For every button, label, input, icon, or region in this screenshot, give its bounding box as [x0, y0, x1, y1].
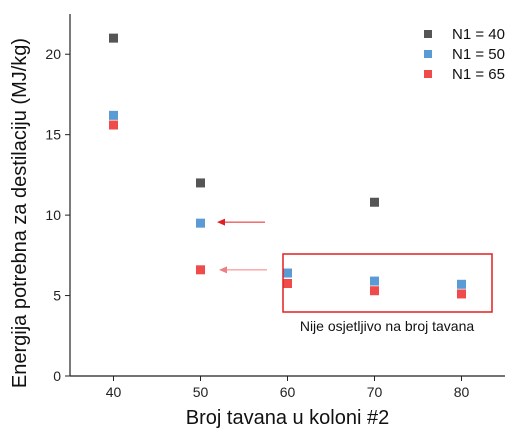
annotation-text: Nije osjetljivo na broj tavana: [300, 318, 475, 334]
arrow-upper-head: [217, 218, 225, 226]
annotation-group: Nije osjetljivo na broj tavana: [217, 218, 493, 334]
data-point-series-2: [457, 279, 466, 289]
data-point-series-2: [196, 218, 205, 228]
data-point-series-2: [283, 268, 292, 278]
legend: N1 = 40 N1 = 50 N1 = 65: [424, 26, 505, 83]
data-point-series-3: [283, 278, 292, 288]
legend-marker-3: [424, 70, 432, 78]
data-points: [109, 33, 466, 299]
data-point-series-2: [109, 110, 118, 120]
x-axis-title: Broj tavana u koloni #2: [186, 407, 389, 429]
arrow-lower-head: [219, 266, 227, 274]
x-tick-label: 50: [193, 384, 209, 400]
legend-label-3: N1 = 65: [452, 66, 505, 83]
data-point-series-2: [370, 276, 379, 286]
y-tick-label: 0: [53, 368, 61, 384]
x-tick-label: 70: [367, 384, 383, 400]
x-tick-label: 80: [454, 384, 470, 400]
data-point-series-1: [370, 197, 379, 207]
annotation-box: [282, 253, 493, 313]
y-axis-ticks: 0 5 10 15 20: [45, 46, 70, 384]
legend-label-2: N1 = 50: [452, 46, 505, 63]
data-point-series-1: [109, 33, 118, 43]
legend-label-1: N1 = 40: [452, 26, 505, 43]
x-tick-label: 40: [106, 384, 122, 400]
y-tick-label: 20: [45, 46, 61, 62]
x-axis-ticks: 40 50 60 70 80: [106, 376, 470, 400]
x-tick-label: 60: [280, 384, 296, 400]
data-point-series-3: [109, 120, 118, 130]
y-tick-label: 15: [45, 127, 61, 143]
y-axis-title: Energija potrebna za destilaciju (MJ/kg): [9, 38, 31, 388]
y-tick-label: 10: [45, 207, 61, 223]
data-point-series-3: [196, 265, 205, 275]
legend-marker-2: [424, 50, 432, 58]
y-tick-label: 5: [53, 288, 61, 304]
data-point-series-3: [457, 289, 466, 299]
data-point-series-3: [370, 286, 379, 296]
data-point-series-1: [196, 178, 205, 188]
legend-marker-1: [424, 30, 432, 38]
